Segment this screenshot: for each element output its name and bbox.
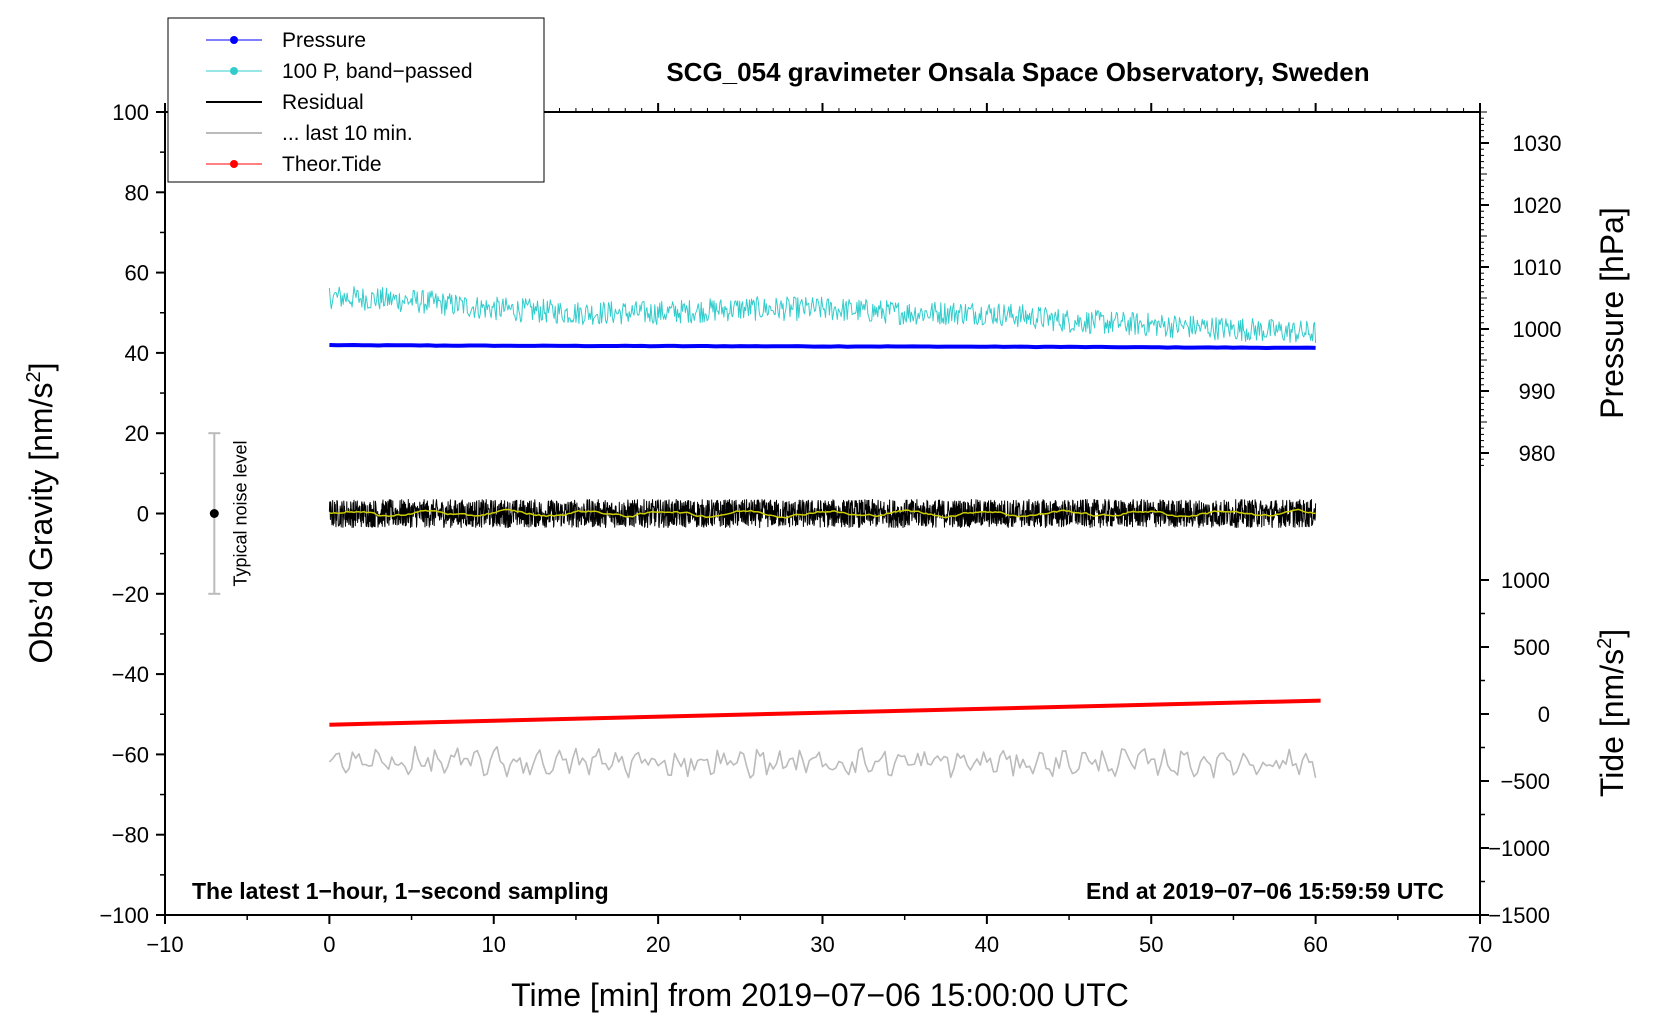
x-tick-label: 20 <box>646 932 670 957</box>
annotation-left: The latest 1−hour, 1−second sampling <box>192 878 609 904</box>
axes-layer: −10 0 10 20 30 40 50 60 70−100−80−60−40−20020406… <box>99 100 1561 957</box>
x-tick-label: 40 <box>975 932 999 957</box>
series-layer <box>328 286 1321 779</box>
y-tick-label-tide: −1000 <box>1488 836 1550 861</box>
series-last-10-min <box>328 745 1317 779</box>
series-residual-smoothed <box>329 508 1316 519</box>
y-tick-label-left: 100 <box>112 100 149 125</box>
legend-label: ... last 10 min. <box>282 122 413 145</box>
y-tick-label-left: −100 <box>99 903 149 928</box>
legend-marker <box>230 36 238 44</box>
series-residual <box>328 499 1317 528</box>
noise-bar-center <box>209 509 219 518</box>
annotation-right: End at 2019−07−06 15:59:59 UTC <box>1086 878 1444 904</box>
y-axis-title-left: Obs’d Gravity [nm/s2] <box>23 363 59 664</box>
x-tick-label: 30 <box>810 932 834 957</box>
legend-label: Residual <box>282 91 364 114</box>
legend-marker <box>230 67 238 75</box>
x-tick-label: 70 <box>1468 932 1492 957</box>
x-tick-label: 10 <box>482 932 506 957</box>
legend-label: Pressure <box>282 29 366 52</box>
y-tick-label-pressure: 980 <box>1519 441 1556 466</box>
y-tick-label-tide: 500 <box>1513 635 1550 660</box>
noise-bar-label: Typical noise level <box>230 440 250 586</box>
y-tick-label-pressure: 1030 <box>1513 131 1562 156</box>
y-tick-label-pressure: 990 <box>1519 379 1556 404</box>
y-tick-label-left: 80 <box>125 180 149 205</box>
y-tick-label-left: −60 <box>112 742 149 767</box>
y-tick-label-left: 0 <box>137 502 149 527</box>
y-tick-label-tide: −500 <box>1500 769 1550 794</box>
chart-title: SCG_054 gravimeter Onsala Space Observat… <box>666 57 1369 87</box>
x-tick-label: 50 <box>1139 932 1163 957</box>
y-tick-label-left: 20 <box>125 421 149 446</box>
y-tick-label-tide: −1500 <box>1488 903 1550 928</box>
y-tick-label-left: −80 <box>112 823 149 848</box>
series-tide <box>329 698 1321 727</box>
y-tick-label-left: 60 <box>125 261 149 286</box>
legend-box <box>167 17 545 183</box>
y-tick-label-tide: 1000 <box>1501 568 1550 593</box>
y-axis-title-tide: Tide [nm/s2] <box>1594 629 1630 797</box>
y-tick-label-pressure: 1000 <box>1513 317 1562 342</box>
legend-label: 100 P, band−passed <box>282 60 473 83</box>
y-tick-label-pressure: 1020 <box>1513 193 1562 218</box>
x-tick-label: 0 <box>323 932 335 957</box>
legend: Pressure 100 P, band−passed Residual ... la… <box>167 17 545 183</box>
legend-label: Theor.Tide <box>282 153 382 176</box>
series-band-passed <box>328 286 1317 344</box>
y-axis-title-pressure: Pressure [hPa] <box>1594 207 1630 419</box>
y-tick-label-left: −20 <box>112 582 149 607</box>
x-tick-label: 60 <box>1303 932 1327 957</box>
y-tick-label-tide: 0 <box>1538 702 1550 727</box>
x-axis-title: Time [min] from 2019−07−06 15:00:00 UTC <box>511 977 1129 1013</box>
legend-marker <box>230 160 238 168</box>
y-tick-label-left: −40 <box>112 662 149 687</box>
y-tick-label-left: 40 <box>125 341 149 366</box>
x-tick-label: −10 <box>146 932 183 957</box>
y-tick-label-pressure: 1010 <box>1513 255 1562 280</box>
noise-bar: Typical noise level <box>208 432 250 595</box>
series-pressure <box>329 343 1316 350</box>
